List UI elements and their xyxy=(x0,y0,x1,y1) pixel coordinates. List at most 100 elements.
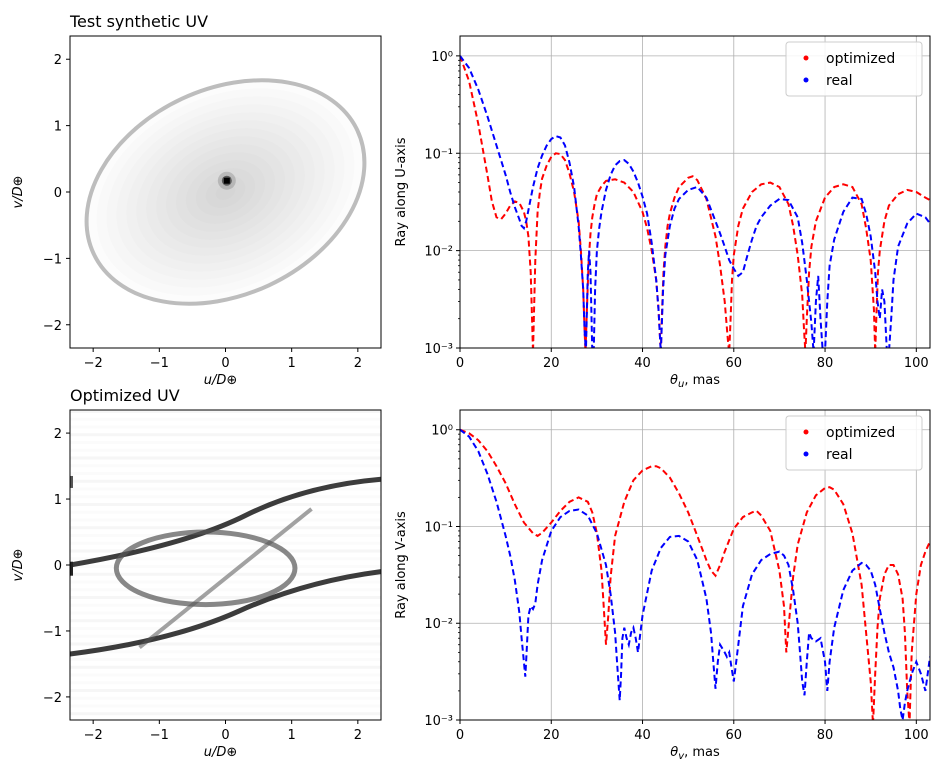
x-tick-label: −2 xyxy=(84,728,103,743)
legend: optimized real xyxy=(785,41,923,97)
y-axis-label: v/D⊕ xyxy=(11,176,26,209)
legend-label-optimized: optimized xyxy=(826,425,895,441)
uv-noise-band xyxy=(70,550,381,553)
y-tick-label: 2 xyxy=(54,427,62,442)
y-axis-label: v/D⊕ xyxy=(11,549,26,582)
legend-box xyxy=(785,415,923,471)
panel-title: Test synthetic UV xyxy=(69,12,208,31)
x-tick-label: 0 xyxy=(456,728,464,743)
uv-noise-band xyxy=(70,619,381,622)
series-group xyxy=(460,55,930,348)
x-axis-label: θv, mas xyxy=(670,745,720,762)
legend-label-real: real xyxy=(826,73,853,89)
uv-image xyxy=(70,36,381,348)
x-tick-label: 20 xyxy=(543,728,560,743)
x-tick-label: 20 xyxy=(543,356,560,371)
uv-noise-band xyxy=(70,612,381,615)
ray-plot-panel-1: 0 20 40 60 80 100 10⁻³ 10⁻² 10⁻¹ 10⁰ θu, mas Ray al… xyxy=(394,35,931,390)
uv-noise-band xyxy=(70,650,381,653)
uv-noise-band xyxy=(70,596,381,599)
x-tick-label: 80 xyxy=(817,356,834,371)
uv-noise-band xyxy=(70,457,381,460)
uv-noise-band xyxy=(70,433,381,436)
uv-noise-band xyxy=(70,712,381,715)
y-axis-label: Ray along U-axis xyxy=(394,137,409,246)
legend-marker-real xyxy=(803,77,809,83)
uv-cross-arc xyxy=(138,507,313,650)
y-tick-label: 1 xyxy=(54,493,62,508)
uv-noise-band xyxy=(70,519,381,522)
series-line-real xyxy=(460,428,930,720)
uv-noise-band xyxy=(70,658,381,661)
legend-marker-optimized xyxy=(803,429,809,435)
y-tick-label: 10⁻³ xyxy=(424,342,453,357)
uv-edge-mark xyxy=(70,561,73,576)
x-tick-label: 100 xyxy=(904,728,929,743)
x-tick-label: −2 xyxy=(84,356,103,371)
y-tick-label: 10⁻³ xyxy=(424,714,453,729)
series-line-optimized xyxy=(460,55,930,348)
ray-plot-panel-2: 0 20 40 60 80 100 10⁻³ 10⁻² 10⁻¹ 10⁰ θv, mas Ray al… xyxy=(394,409,931,762)
y-tick-label: −2 xyxy=(43,691,62,706)
y-tick-label: 10⁰ xyxy=(431,424,453,439)
y-tick-label: 1 xyxy=(54,120,62,135)
x-tick-label: −1 xyxy=(150,356,169,371)
y-tick-label: 10⁻¹ xyxy=(424,520,453,535)
uv-noise-band xyxy=(70,511,381,514)
uv-noise-band xyxy=(70,542,381,545)
uv-noise-band xyxy=(70,588,381,591)
x-axis-label: u/D⊕ xyxy=(204,745,238,760)
uv-noise-band xyxy=(70,441,381,444)
series-line-optimized xyxy=(460,428,930,720)
x-tick-label: 80 xyxy=(817,728,834,743)
x-tick-label: 1 xyxy=(288,728,296,743)
x-tick-label: 2 xyxy=(354,356,362,371)
uv-noise-band xyxy=(70,464,381,467)
x-tick-label: −1 xyxy=(150,728,169,743)
y-tick-label: 2 xyxy=(54,53,62,68)
y-tick-label: 10⁻² xyxy=(424,245,453,260)
uv-noise-band xyxy=(70,480,381,483)
y-tick-label: −1 xyxy=(43,252,62,267)
x-tick-label: 60 xyxy=(726,356,743,371)
y-tick-label: −2 xyxy=(43,319,62,334)
y-tick-label: −1 xyxy=(43,625,62,640)
uv-noise-band xyxy=(70,449,381,452)
uv-image xyxy=(70,410,381,720)
x-tick-label: 0 xyxy=(221,356,229,371)
x-tick-label: 60 xyxy=(726,728,743,743)
uv-upper-arc xyxy=(70,476,381,568)
x-tick-label: 0 xyxy=(221,728,229,743)
x-axis-label: u/D⊕ xyxy=(204,373,238,388)
legend-marker-optimized xyxy=(803,55,809,61)
x-tick-label: 40 xyxy=(634,356,651,371)
uv-noise-band xyxy=(70,705,381,708)
uv-lower-arc xyxy=(70,569,381,657)
legend: optimized real xyxy=(785,415,923,471)
image-background xyxy=(70,410,381,720)
uv-edge-mark xyxy=(70,475,73,488)
y-tick-label: 10⁰ xyxy=(431,50,453,65)
uv-noise-band xyxy=(70,627,381,630)
x-tick-label: 100 xyxy=(904,356,929,371)
uv-noise-band xyxy=(70,697,381,700)
uv-noise-band xyxy=(70,426,381,429)
x-tick-label: 2 xyxy=(354,728,362,743)
y-tick-label: 10⁻² xyxy=(424,617,453,632)
x-tick-label: 40 xyxy=(634,728,651,743)
uv-noise-band xyxy=(70,635,381,638)
image-background xyxy=(70,36,381,348)
y-tick-label: 0 xyxy=(54,186,62,201)
uv-noise-band xyxy=(70,689,381,692)
y-tick-label: 10⁻¹ xyxy=(424,147,453,162)
legend-marker-real xyxy=(803,451,809,457)
legend-label-real: real xyxy=(826,447,853,463)
uv-image-panel-1: −2 −1 0 1 2 −2 −1 0 1 2 Test synthetic UV u/D⊕ v/D⊕ xyxy=(11,12,382,388)
x-tick-label: 0 xyxy=(456,356,464,371)
uv-ellipse-track xyxy=(84,78,367,306)
uv-noise-band xyxy=(70,495,381,498)
uv-noise-band xyxy=(70,503,381,506)
uv-peak xyxy=(223,177,230,184)
legend-box xyxy=(785,41,923,97)
